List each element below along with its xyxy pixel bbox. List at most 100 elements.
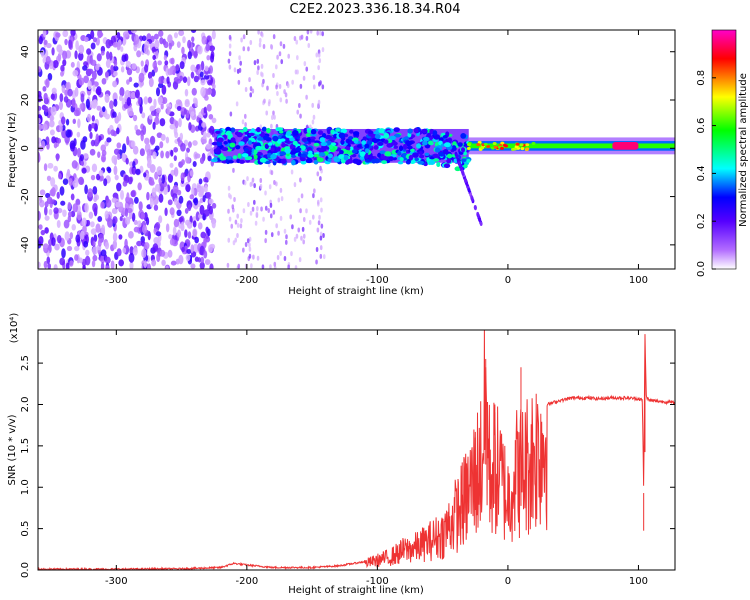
spectrogram-cell bbox=[442, 148, 449, 155]
spectrogram-cell bbox=[423, 136, 430, 142]
spectrogram-cell bbox=[80, 93, 85, 103]
spectrogram-cell bbox=[305, 35, 309, 41]
spectrogram-cell bbox=[328, 144, 334, 150]
spectrogram-cell bbox=[284, 92, 288, 98]
spectrogram-cell bbox=[52, 60, 59, 69]
spectrogram-cell bbox=[153, 33, 159, 40]
spectrogram-cell bbox=[422, 141, 428, 146]
spectrogram-cell bbox=[38, 235, 44, 245]
spectrogram-cell bbox=[237, 263, 241, 269]
spectrogram-cell bbox=[82, 136, 88, 143]
spectrogram-cell bbox=[339, 150, 344, 155]
spectrogram-cell bbox=[273, 179, 276, 185]
spectrogram-cell bbox=[276, 91, 279, 97]
spectrogram-cell bbox=[154, 183, 161, 192]
spectrogram-cell bbox=[95, 133, 99, 144]
spectrogram-cell bbox=[310, 133, 317, 137]
spectrogram-cell bbox=[438, 137, 444, 142]
spectrogram-cell bbox=[130, 140, 136, 148]
spectrogram-cell bbox=[51, 87, 57, 94]
spectrogram-cell bbox=[176, 41, 181, 49]
spectrogram-cell bbox=[283, 256, 287, 262]
spectrogram-cell bbox=[283, 228, 287, 234]
spectrogram-cell bbox=[264, 190, 267, 196]
spectrogram-cell bbox=[443, 163, 451, 169]
spectrogram-cell bbox=[122, 31, 129, 38]
spectrogram-cell bbox=[422, 129, 428, 134]
spectrogram-cell bbox=[38, 117, 41, 124]
spectrogram-cell bbox=[113, 148, 120, 155]
spectrogram-cell bbox=[152, 121, 156, 130]
spectrogram-cell bbox=[43, 163, 48, 172]
spectrogram-cell bbox=[147, 157, 152, 167]
spectrogram-cell bbox=[348, 136, 354, 140]
spectrogram-cell bbox=[229, 111, 233, 117]
spectrogram-cell bbox=[287, 264, 290, 269]
spectrogram-cell bbox=[91, 163, 98, 173]
spectrogram-cell bbox=[359, 151, 366, 157]
spectrogram-cell bbox=[170, 260, 177, 266]
spectrogram-cell bbox=[89, 131, 93, 140]
spectrogram-cell bbox=[362, 136, 368, 141]
spectrogram-cell bbox=[195, 211, 200, 222]
spectrogram-cell bbox=[134, 196, 139, 204]
spectrogram-cell bbox=[173, 147, 179, 153]
spectrogram-cell bbox=[191, 186, 195, 197]
spectrogram-cell bbox=[269, 202, 273, 208]
snr-series-line bbox=[38, 330, 675, 570]
spectrogram-cell bbox=[135, 89, 140, 99]
spectrogram-cell bbox=[259, 183, 263, 189]
spectrogram-cell bbox=[198, 178, 203, 185]
spectrogram-cell bbox=[158, 76, 164, 85]
spectrogram-cell bbox=[111, 197, 118, 203]
spectrogram-cell bbox=[155, 222, 161, 230]
spectrogram-cell bbox=[195, 64, 200, 70]
spectrogram-cell bbox=[129, 246, 134, 256]
spectrogram-cell bbox=[227, 160, 234, 164]
spectrogram-cell bbox=[203, 176, 209, 183]
spectrogram-cell bbox=[500, 141, 505, 145]
spectrogram-y-tick-label: -40 bbox=[20, 237, 31, 253]
spectrogram-cell bbox=[199, 157, 205, 164]
spectrogram-cell bbox=[390, 141, 398, 146]
spectrogram-cell bbox=[92, 84, 96, 92]
spectrogram-cell bbox=[273, 114, 276, 120]
spectrogram-cell bbox=[97, 215, 103, 222]
spectrogram-cell bbox=[296, 55, 299, 61]
spectrogram-cell bbox=[317, 130, 324, 135]
spectrogram-cell bbox=[283, 137, 290, 144]
spectrogram-cell bbox=[356, 144, 362, 148]
spectrogram-cell bbox=[189, 194, 195, 200]
spectrogram-cell bbox=[131, 165, 137, 175]
spectrogram-cell bbox=[319, 197, 323, 203]
spectrogram-cell bbox=[188, 121, 192, 131]
spectrogram-cell bbox=[217, 137, 224, 143]
spectrogram-cell bbox=[80, 230, 85, 240]
spectrogram-cell bbox=[377, 152, 382, 158]
spectrogram-cell bbox=[424, 152, 430, 156]
spectrogram-cell bbox=[457, 142, 463, 147]
spectrogram-cell bbox=[315, 247, 319, 253]
spectrogram-cell bbox=[293, 182, 297, 188]
spectrogram-cell bbox=[480, 146, 485, 150]
spectrogram-cell bbox=[444, 142, 451, 148]
spectrogram-cell bbox=[200, 79, 206, 86]
spectrogram-cell bbox=[69, 260, 74, 267]
spectrogram-cell bbox=[128, 252, 135, 263]
spectrogram-cell bbox=[88, 211, 94, 219]
spectrogram-cell bbox=[319, 235, 323, 241]
spectrogram-cell bbox=[270, 153, 277, 160]
spectrogram-cell bbox=[315, 52, 319, 58]
snr-y-tick-label: 0.0 bbox=[20, 562, 31, 578]
spectrogram-cell bbox=[275, 181, 278, 187]
spectrogram-cell bbox=[192, 229, 197, 238]
spectrogram-cell bbox=[102, 106, 106, 113]
spectrogram-cell bbox=[137, 182, 142, 191]
spectrogram-cell bbox=[141, 248, 147, 259]
spectrogram-cell bbox=[264, 143, 269, 149]
spectrogram-cell bbox=[148, 114, 153, 120]
spectrogram-cell bbox=[239, 60, 242, 66]
spectrogram-cell bbox=[143, 260, 147, 269]
spectrogram-cell bbox=[38, 261, 41, 269]
spectrogram-cell bbox=[407, 128, 413, 134]
